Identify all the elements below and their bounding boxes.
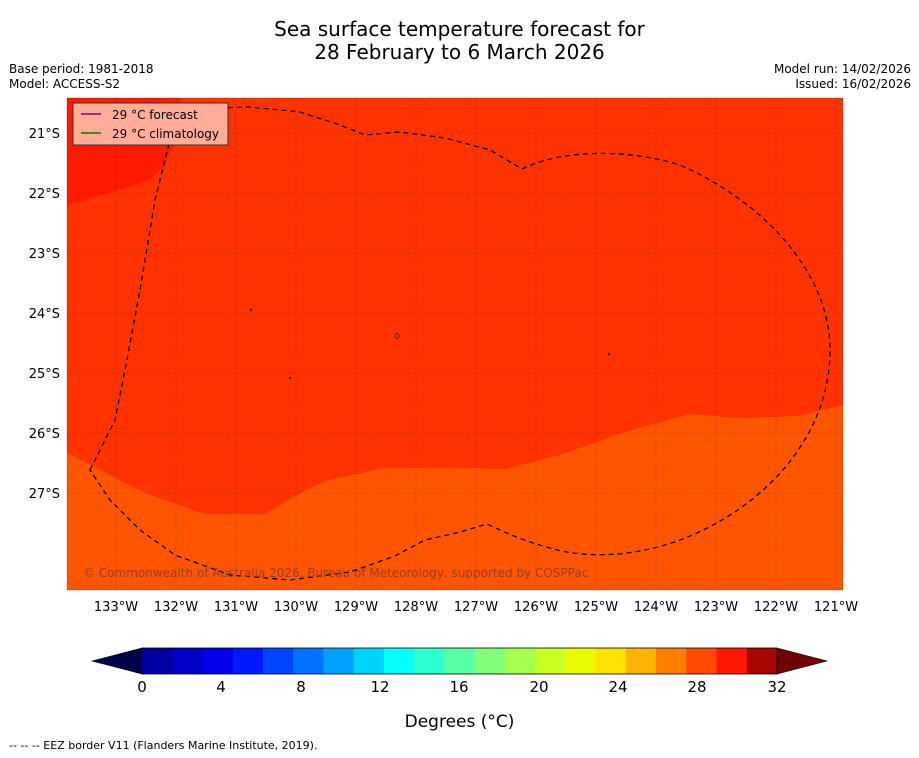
colorbar-segment <box>474 648 506 674</box>
island <box>249 308 253 312</box>
lat-label: 26°S <box>29 427 60 442</box>
copyright-text: © Commonwealth of Australia 2026, Bureau… <box>83 566 588 580</box>
colorbar-segment <box>504 648 536 674</box>
colorbar-segment <box>262 648 294 674</box>
island <box>607 352 611 356</box>
legend-climatology-label: 29 °C climatology <box>112 127 219 141</box>
colorbar-tick: 24 <box>608 678 627 696</box>
map-legend: 29 °C forecast 29 °C climatology <box>72 102 229 146</box>
colorbar-tick: 0 <box>137 678 147 696</box>
legend-box <box>72 102 229 146</box>
colorbar-tick: 20 <box>529 678 548 696</box>
islands <box>249 308 611 380</box>
lon-label: 123°W <box>694 600 738 615</box>
map-area: © Commonwealth of Australia 2026, Bureau… <box>67 98 843 590</box>
colorbar-segment <box>414 648 445 674</box>
lon-label: 129°W <box>334 600 378 615</box>
colorbar-tick: 8 <box>296 678 306 696</box>
colorbar-tick: 32 <box>767 678 786 696</box>
chart-title: Sea surface temperature forecast for 28 … <box>0 18 919 64</box>
title-line-2: 28 February to 6 March 2026 <box>314 40 605 64</box>
model-run-text: Model run: 14/02/2026 <box>773 62 911 76</box>
lon-label: 122°W <box>754 600 798 615</box>
lat-label: 24°S <box>29 307 60 322</box>
lon-label: 132°W <box>154 600 198 615</box>
eez-border <box>89 106 831 581</box>
colorbar-tick: 28 <box>687 678 706 696</box>
colorbar: 0 4 8 12 16 20 24 28 32 <box>90 647 829 696</box>
colorbar-frame <box>141 647 778 675</box>
lat-label: 21°S <box>29 127 60 142</box>
meta-right: Model run: 14/02/2026 Issued: 16/02/2026 <box>774 62 911 92</box>
sst-28-region <box>67 405 843 590</box>
colorbar-segment <box>595 648 627 674</box>
colorbar-segment <box>686 648 718 674</box>
lon-label: 127°W <box>454 600 498 615</box>
colorbar-segment <box>625 648 657 674</box>
lon-label: 128°W <box>394 600 438 615</box>
colorbar-tick: 12 <box>370 678 389 696</box>
lat-label: 25°S <box>29 367 60 382</box>
map-frame <box>66 97 844 591</box>
colorbar-segment <box>656 648 687 674</box>
lon-label: 131°W <box>214 600 258 615</box>
lon-labels: 133°W 132°W 131°W 130°W 129°W 128°W 127°… <box>94 600 858 615</box>
lon-label: 126°W <box>514 600 558 615</box>
lon-label: 130°W <box>274 600 318 615</box>
colorbar-segment <box>232 648 264 674</box>
colorbar-segment <box>353 648 385 674</box>
colorbar-segment <box>565 648 597 674</box>
colorbar-segment <box>716 648 748 674</box>
colorbar-min-arrow <box>90 647 143 675</box>
lat-label: 23°S <box>29 247 60 262</box>
lon-label: 124°W <box>634 600 678 615</box>
lon-label: 133°W <box>94 600 138 615</box>
title-line-1: Sea surface temperature forecast for <box>274 17 645 41</box>
meta-left: Base period: 1981-2018 Model: ACCESS-S2 <box>9 62 154 92</box>
lat-label: 27°S <box>29 487 60 502</box>
footer-note: -- -- -- EEZ border V11 (Flanders Marine… <box>9 739 318 752</box>
lat-labels: 21°S 22°S 23°S 24°S 25°S 26°S 27°S <box>29 127 60 502</box>
base-period-text: Base period: 1981-2018 <box>9 62 154 76</box>
legend-forecast-label: 29 °C forecast <box>112 108 198 122</box>
colorbar-tick: 16 <box>449 678 468 696</box>
lat-label: 22°S <box>29 187 60 202</box>
model-text: Model: ACCESS-S2 <box>9 77 121 91</box>
colorbar-segment <box>142 648 173 674</box>
colorbar-ticks: 0 4 8 12 16 20 24 28 32 <box>137 678 786 696</box>
colorbar-segment <box>293 648 325 674</box>
island <box>288 376 292 380</box>
lon-label: 125°W <box>574 600 618 615</box>
colorbar-segment <box>383 648 415 674</box>
colorbar-max-arrow <box>776 647 829 675</box>
island <box>394 333 400 339</box>
colorbar-tick: 4 <box>216 678 226 696</box>
colorbar-segment <box>746 648 778 674</box>
colorbar-segment <box>323 648 355 674</box>
colorbar-label: Degrees (°C) <box>404 712 515 732</box>
lon-label: 121°W <box>814 600 858 615</box>
colorbar-segment <box>444 648 476 674</box>
colorbar-segment <box>535 648 566 674</box>
colorbar-segment <box>172 648 204 674</box>
colorbar-segment <box>202 648 234 674</box>
issued-text: Issued: 16/02/2026 <box>795 77 911 91</box>
